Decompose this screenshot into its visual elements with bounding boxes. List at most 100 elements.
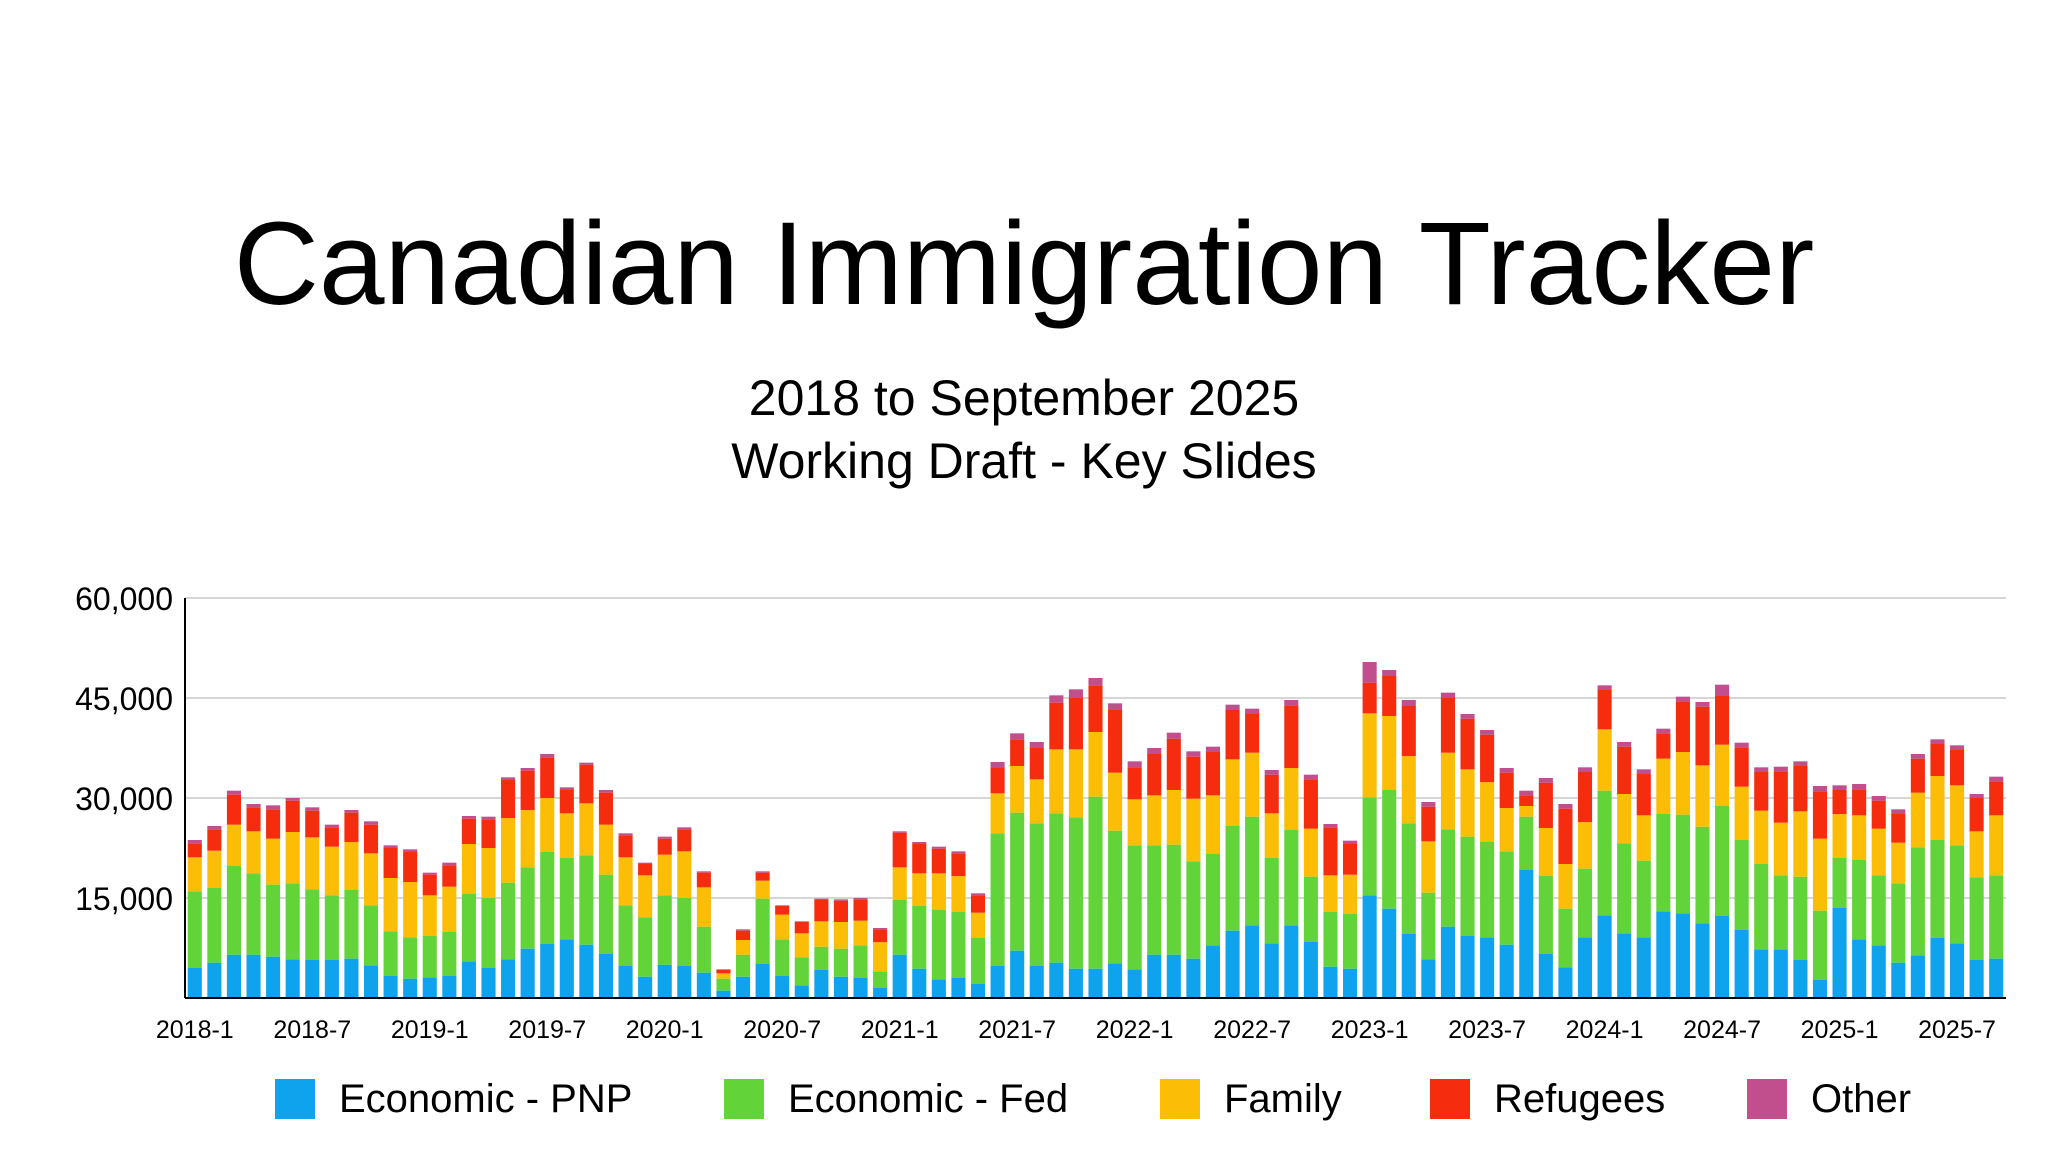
legend-label: Economic - PNP: [339, 1076, 633, 1121]
bar-segment: [1186, 958, 1201, 998]
bar-segment: [207, 888, 222, 963]
bar-segment: [1480, 842, 1495, 938]
bar-segment: [481, 898, 496, 968]
bar-segment: [1636, 937, 1651, 998]
bar-segment: [1088, 685, 1103, 732]
bar-segment: [951, 853, 966, 876]
bar-segment: [1558, 908, 1573, 968]
bar-segment: [559, 939, 574, 998]
bar-segment: [1284, 768, 1299, 830]
bar-segment: [716, 970, 731, 974]
bar-segment: [1499, 808, 1514, 852]
bar-segment: [1108, 710, 1123, 773]
bar-segment: [324, 846, 339, 896]
bar-segment: [324, 827, 339, 847]
bar-segment: [677, 898, 692, 966]
bar-segment: [1303, 779, 1318, 829]
bar-segment: [1617, 933, 1632, 998]
bar-segment: [324, 895, 339, 960]
bar-segment: [1421, 806, 1436, 842]
bar-segment: [481, 819, 496, 848]
bar-segment: [716, 973, 731, 979]
bar-segment: [1068, 968, 1083, 998]
bar-segment: [912, 873, 927, 906]
bar-segment: [912, 906, 927, 969]
bar-segment: [1950, 943, 1965, 998]
bar-segment: [1577, 772, 1593, 822]
bar-segment: [1695, 706, 1710, 766]
x-tick-label: 2023-7: [1448, 1016, 1526, 1044]
bar-segment: [1950, 845, 1965, 944]
bar-segment: [520, 948, 535, 998]
bar-segment: [1088, 968, 1103, 998]
bar-segment: [755, 898, 770, 964]
bar-segment: [814, 900, 829, 922]
bar-segment: [461, 961, 476, 998]
bar-segment: [1166, 790, 1181, 845]
chart-legend: Economic - PNP Economic - Fed Family Refuge…: [0, 1073, 2048, 1125]
bar-segment: [1558, 967, 1573, 998]
bar-segment: [1362, 895, 1377, 998]
legend-item: Family: [1160, 1073, 1342, 1125]
x-tick-label: 2021-1: [861, 1016, 939, 1044]
bar-segment: [638, 917, 653, 977]
bar-segment: [1343, 874, 1358, 914]
bar-segment: [1166, 844, 1181, 955]
bar-segment: [1284, 705, 1299, 768]
bar-segment: [1675, 913, 1690, 998]
bar-segment: [1323, 966, 1338, 998]
bar-segment: [931, 873, 946, 910]
bar-segment: [638, 976, 653, 998]
bar-segment: [1127, 761, 1142, 768]
bar-segment: [1656, 911, 1671, 998]
bar-segment: [579, 855, 594, 945]
bar-segment: [1147, 845, 1162, 955]
bar-segment: [1401, 756, 1416, 824]
x-tick-label: 2025-7: [1918, 1016, 1996, 1044]
bar-segment: [1127, 767, 1142, 800]
bar-segment: [814, 946, 829, 970]
bar-segment: [1382, 790, 1397, 909]
bar-segment: [403, 849, 418, 852]
bar-segment: [990, 762, 1005, 768]
bar-segment: [1930, 840, 1945, 938]
bar-segment: [383, 976, 398, 998]
x-tick-label: 2020-1: [626, 1016, 704, 1044]
bar-segment: [833, 899, 848, 901]
bar-segment: [794, 933, 809, 958]
bar-segment: [1264, 774, 1279, 814]
bar-segment: [403, 937, 418, 979]
bar-segment: [833, 922, 848, 949]
bar-segment: [266, 956, 281, 998]
bar-segment: [1205, 945, 1221, 998]
bar-segment: [1636, 769, 1651, 774]
bar-segment: [1245, 925, 1260, 998]
bar-segment: [1010, 812, 1025, 951]
bar-segment: [1343, 840, 1358, 844]
bar-segment: [1558, 864, 1573, 909]
bar-segment: [1382, 716, 1397, 790]
bar-segment: [1499, 851, 1514, 945]
x-tick-label: 2018-7: [273, 1016, 351, 1044]
bar-segment: [207, 850, 222, 888]
bar-segment: [1754, 864, 1769, 950]
bar-segment: [892, 867, 907, 900]
bar-segment: [344, 812, 359, 842]
bar-segment: [246, 804, 261, 808]
bar-segment: [1715, 696, 1730, 745]
legend-swatch: [275, 1079, 315, 1119]
bar-segment: [1264, 943, 1279, 998]
bar-segment: [1597, 685, 1612, 690]
bar-segment: [1499, 772, 1514, 808]
bar-segment: [461, 894, 476, 962]
subtitle-draft-note: Working Draft - Key Slides: [731, 433, 1317, 489]
bar-segment: [501, 882, 516, 960]
bar-segment: [1891, 883, 1906, 963]
bar-segment: [1284, 830, 1299, 926]
bar-segment: [266, 809, 281, 839]
bar-segment: [1401, 934, 1416, 998]
bar-segment: [755, 964, 770, 998]
bar-segment: [461, 816, 476, 819]
bar-segment: [344, 958, 359, 998]
bar-segment: [1029, 823, 1044, 966]
